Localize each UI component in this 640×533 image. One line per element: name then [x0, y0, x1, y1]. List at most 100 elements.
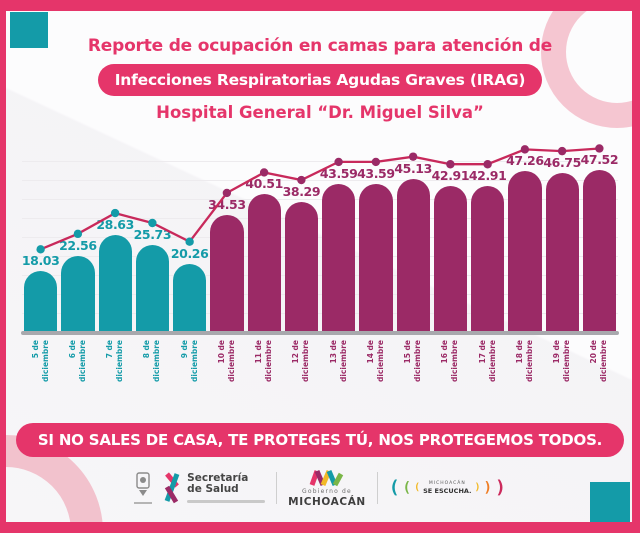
bar-value-label: 18.03: [21, 253, 60, 269]
trend-dot: [148, 218, 157, 228]
footer-separator: [376, 471, 378, 504]
x-axis-label: 15 de diciembre: [403, 340, 423, 383]
bar-12-de-diciembre: [284, 202, 318, 333]
se-escucha-michoacan-label: MICHOACÁN: [428, 480, 466, 486]
footer-banner-row: SI NO SALES DE CASA, TE PROTEGES TÚ, NOS…: [0, 423, 640, 457]
x-axis-label: 11 de diciembre: [254, 340, 274, 383]
gridline: [22, 294, 618, 295]
bar-9-de-diciembre: [173, 263, 207, 333]
de-salud-label: de Salud: [187, 483, 239, 496]
trend-dot: [334, 157, 343, 167]
michoacan-zigzag-icon: [309, 470, 344, 487]
occupancy-chart: 18.03 22.56 28.63 25.73 20.26 34.53 40.51 38.29…: [21, 143, 619, 333]
x-axis-label: 7 de diciembre: [105, 340, 125, 383]
bar-value-label: 40.51: [245, 176, 283, 192]
footer-banner: SI NO SALES DE CASA, TE PROTEGES TÚ, NOS…: [15, 423, 625, 457]
report-title-line1: Reporte de ocupación en camas para atenc…: [87, 36, 553, 56]
bar-18-de-diciembre: [508, 171, 542, 333]
gridline: [22, 199, 618, 200]
trend-dot: [595, 144, 604, 153]
secretaria-salud-text: Secretaría de Salud: [187, 471, 266, 503]
teal-square-decoration-bottom-right: [590, 482, 630, 522]
gridline: [22, 237, 618, 238]
trend-dot: [408, 152, 418, 161]
sound-wave-icon: (: [388, 476, 400, 498]
sound-wave-icon: (: [414, 481, 421, 493]
x-axis-label: 9 de diciembre: [179, 340, 199, 383]
bar-17-de-diciembre: [471, 186, 505, 333]
se-escucha-text: MICHOACÁN SE ESCUCHA.: [423, 481, 471, 495]
x-axis-label: 20 de diciembre: [589, 340, 609, 383]
bar-8-de-diciembre: [135, 245, 169, 333]
bar-value-label: 47.52: [580, 152, 619, 168]
report-title-pill: Infecciones Respiratorias Agudas Graves …: [97, 64, 543, 96]
x-axis-label: 16 de diciembre: [440, 340, 460, 383]
salud-ribbon-icon: [164, 472, 180, 504]
gridline: [22, 218, 618, 219]
x-axis-label: 19 de diciembre: [552, 340, 572, 383]
trend-dot: [520, 145, 530, 154]
footer-separator: [276, 471, 278, 504]
trend-dot: [259, 168, 269, 177]
bar-value-label: 45.13: [394, 160, 432, 176]
footer-logos: Secretaría de Salud Gobierno de MICHOACÁ…: [0, 468, 640, 508]
secretaria-salud-logo: Secretaría de Salud: [163, 471, 266, 505]
secretaria-label: Secretaría: [187, 471, 249, 484]
michoacan-se-escucha-logo: ( ( ( MICHOACÁN SE ESCUCHA. ) ) ): [388, 476, 506, 498]
x-axis-label: 17 de diciembre: [477, 340, 497, 383]
bar-5-de-diciembre: [24, 271, 58, 333]
teal-square-decoration-top-left: [10, 12, 48, 48]
gridline: [22, 256, 618, 257]
trend-dot: [73, 229, 83, 239]
bar-19-de-diciembre: [545, 173, 579, 333]
gridline: [22, 180, 618, 181]
gobierno-michoacan-logo: Gobierno de MICHOACÁN: [288, 468, 366, 508]
bar-16-de-diciembre: [433, 186, 467, 333]
bar-15-de-diciembre: [396, 178, 430, 333]
secretaria-tagline-line: [187, 500, 266, 503]
x-axis-label: 18 de diciembre: [514, 340, 534, 383]
se-escucha-label: SE ESCUCHA.: [423, 486, 472, 495]
trend-dot: [110, 208, 120, 218]
bar-10-de-diciembre: [210, 214, 244, 333]
gridline: [22, 161, 618, 162]
bar-value-label: 42.91: [431, 168, 470, 184]
gobierno-de-label: Gobierno de: [302, 488, 352, 495]
shield-icon: [136, 472, 150, 496]
trend-dot: [446, 160, 455, 169]
sound-wave-icon: (: [402, 479, 412, 496]
bar-value-label: 43.59: [319, 165, 358, 181]
x-axis-label: 12 de diciembre: [291, 340, 311, 383]
trend-dot: [222, 188, 232, 198]
bar-value-label: 47.26: [506, 153, 544, 169]
trend-line: [40, 147, 600, 251]
bar-value-label: 46.75: [543, 155, 581, 171]
trend-dot: [297, 175, 306, 185]
trend-dot: [557, 146, 567, 156]
report-title-pill-row: Infecciones Respiratorias Agudas Graves …: [0, 64, 640, 96]
hospital-name: Hospital General “Dr. Miguel Silva”: [156, 103, 484, 122]
bar-value-label: 42.91: [468, 168, 507, 184]
sound-wave-icon: ): [483, 479, 492, 496]
x-axis-label: 13 de diciembre: [328, 340, 348, 383]
gridline: [22, 313, 618, 314]
sound-wave-icon: ): [474, 481, 481, 493]
bar-value-label: 25.73: [133, 227, 172, 243]
trend-line-overlay: [36, 144, 604, 254]
michoacan-label: MICHOACÁN: [288, 496, 366, 508]
bar-20-de-diciembre: [582, 170, 616, 333]
chart-gridlines: [22, 143, 618, 333]
header: Reporte de ocupación en camas para atenc…: [0, 36, 640, 122]
bar-value-label: 38.29: [282, 184, 321, 200]
bar-value-label: 28.63: [96, 217, 134, 233]
trend-dot: [36, 245, 45, 254]
bar-13-de-diciembre: [322, 183, 356, 333]
bar-value-label: 20.26: [170, 245, 209, 261]
bar-value-label: 43.59: [357, 165, 395, 181]
x-axis-label: 6 de diciembre: [67, 340, 87, 383]
x-axis-label: 10 de diciembre: [216, 340, 236, 383]
x-axis-label: 14 de diciembre: [365, 340, 385, 383]
bar-11-de-diciembre: [247, 194, 281, 333]
bar-6-de-diciembre: [61, 255, 95, 333]
